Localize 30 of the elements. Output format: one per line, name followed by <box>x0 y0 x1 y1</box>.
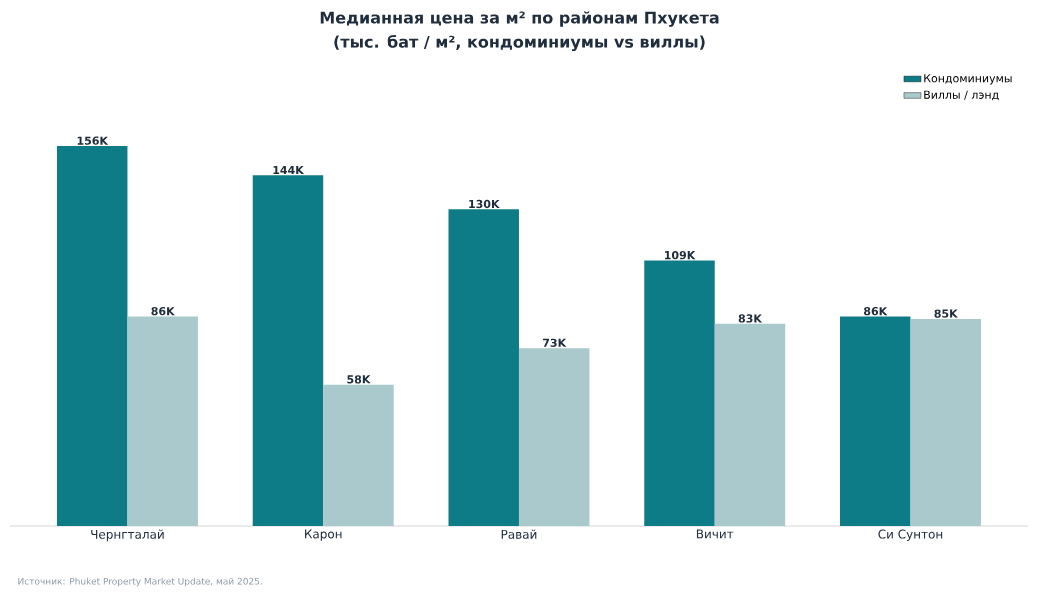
bar <box>56 146 128 526</box>
x-tick-label: Чернгталай <box>91 529 164 542</box>
x-tick-label: Си Сунтон <box>878 529 943 541</box>
bar <box>127 316 198 526</box>
data-label: 109K <box>664 250 696 260</box>
bar <box>252 175 324 526</box>
x-tick-label: Карон <box>305 529 342 541</box>
data-label: 73K <box>543 338 567 347</box>
data-label: 144K <box>273 166 305 175</box>
data-label: 85K <box>934 309 958 318</box>
legend-label: Виллы / лэнд <box>924 90 999 101</box>
bar <box>448 209 519 526</box>
chart-subtitle: (тыс. бат / м², кондоминиумы vs виллы) <box>334 34 705 52</box>
data-label: 130K <box>469 199 500 209</box>
data-label: 86K <box>151 307 175 316</box>
data-label: 58K <box>347 375 371 384</box>
text: Источник: Phuket Property Market Update, май 2025. <box>18 577 262 587</box>
x-tick-label: Равай <box>501 529 537 539</box>
legend-label: Кондоминиумы <box>924 74 1012 85</box>
chart-title: Медианная цена за м² по районам Пхукета <box>320 11 719 27</box>
bar <box>323 384 394 526</box>
data-label: 86K <box>864 307 888 316</box>
bar <box>714 323 786 526</box>
data-label: 156K <box>77 136 109 145</box>
data-label: 83K <box>738 314 763 323</box>
bar <box>518 348 590 526</box>
bar <box>910 318 981 526</box>
bar <box>840 316 911 526</box>
bar <box>644 260 715 526</box>
x-tick-label: Вичит <box>696 529 734 539</box>
